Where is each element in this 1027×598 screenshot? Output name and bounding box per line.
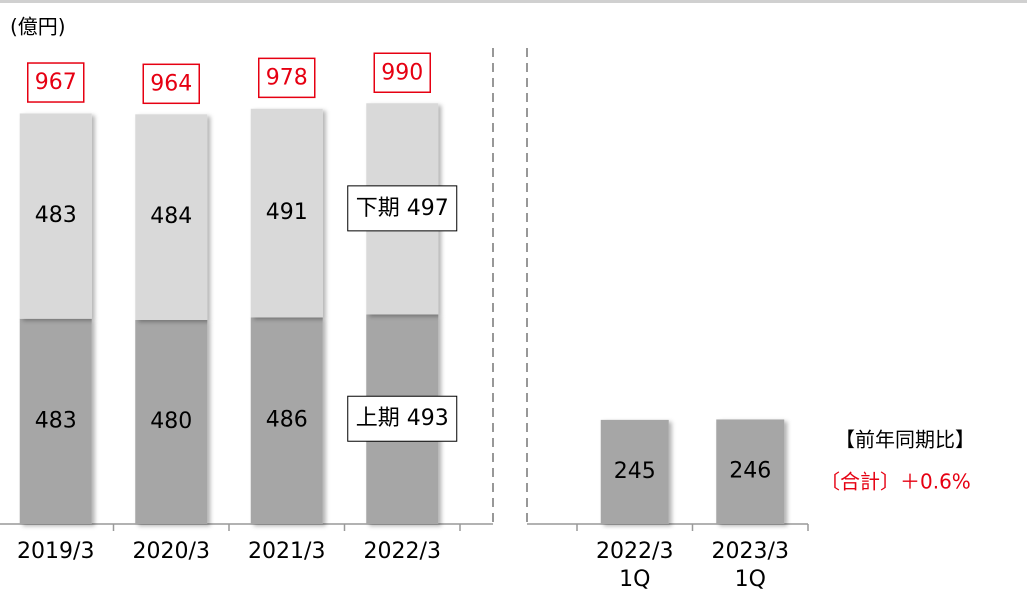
total-box <box>258 57 316 99</box>
total-label: 990 <box>381 60 423 85</box>
value-label: 480 <box>150 409 192 434</box>
x-tick-label: 2022/3 <box>596 539 673 564</box>
top-border <box>0 0 1027 3</box>
unit-label: (億円) <box>10 15 66 39</box>
x-tick-label: 1Q <box>735 567 766 592</box>
total-box <box>142 63 200 105</box>
total-label: 967 <box>35 70 77 95</box>
annotation: 【前年同期比】 <box>835 428 975 452</box>
annotation: 〔合計〕＋0.6% <box>820 470 971 494</box>
bar-segment <box>716 419 785 524</box>
x-tick-label: 1Q <box>619 567 650 592</box>
bar-segment <box>135 114 208 320</box>
bar-segment <box>250 108 323 318</box>
bar-segment <box>250 317 323 524</box>
total-label: 978 <box>266 65 308 90</box>
bar-segment <box>19 318 92 524</box>
value-label: 486 <box>266 408 308 433</box>
x-tick-label: 2021/3 <box>248 539 325 564</box>
value-label: 246 <box>729 459 771 484</box>
x-tick-label: 2022/3 <box>364 539 441 564</box>
value-label: 483 <box>35 203 77 228</box>
total-box <box>27 62 85 103</box>
value-label: 483 <box>35 408 77 433</box>
value-label: 下期 497 <box>356 196 449 221</box>
bar-segment <box>135 320 208 524</box>
total-label: 964 <box>150 71 192 96</box>
value-label: 484 <box>150 204 192 229</box>
x-tick-label: 2019/3 <box>17 539 94 564</box>
x-tick-label: 2020/3 <box>133 539 210 564</box>
bar-segment <box>600 419 669 524</box>
value-label: 245 <box>614 459 656 484</box>
label-box <box>347 185 458 232</box>
bar-segment <box>19 113 92 319</box>
total-box <box>373 52 431 93</box>
value-label: 491 <box>266 200 308 225</box>
x-tick-label: 2023/3 <box>712 539 789 564</box>
label-box <box>347 395 458 442</box>
value-label: 上期 493 <box>356 406 449 431</box>
